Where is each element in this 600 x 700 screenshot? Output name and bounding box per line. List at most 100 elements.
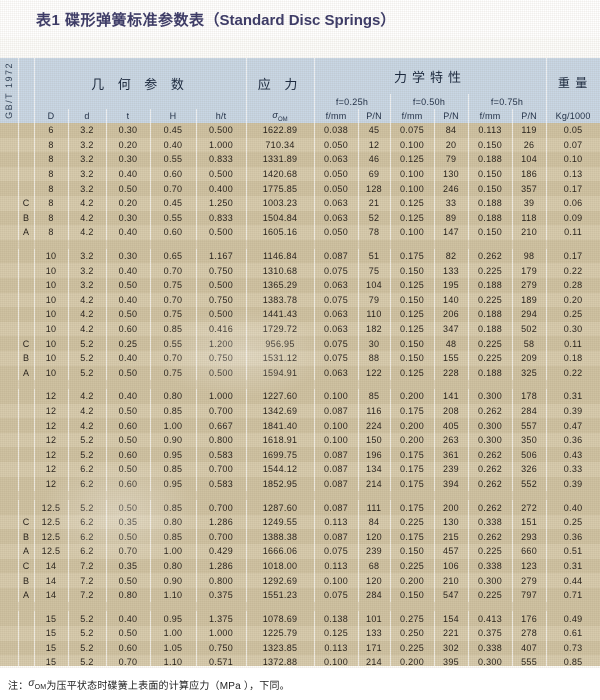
cell-group (18, 640, 35, 656)
cell-d: 4.2 (68, 307, 107, 322)
cell-p-050h: 147 (434, 225, 469, 240)
standard-spacer-cell (0, 248, 19, 264)
cell-t: 0.70 (106, 544, 151, 559)
table-row: A 10 5.2 0.50 0.75 0.500 1594.91 0.063 122 0.125 2… (0, 365, 600, 381)
cell-t: 0.30 (106, 152, 151, 167)
cell-p-050h: 394 (434, 476, 469, 492)
cell-f-050h: 0.175 (390, 500, 435, 515)
cell-d: 4.2 (68, 418, 107, 433)
cell-h-t: 0.500 (196, 277, 247, 293)
cell-f-075h: 0.113 (468, 123, 513, 138)
cell-sigma: 1420.68 (246, 166, 315, 182)
cell-f-025h: 0.075 (314, 292, 359, 308)
cell-p-025h: 196 (358, 447, 391, 463)
cell-group: B (18, 529, 35, 545)
cell-p-050h: 215 (434, 529, 469, 545)
header-unit-row: D d t H h/t σOM f/mm P/N f/mm P/N f/mm P… (0, 109, 600, 123)
cell-f-025h: 0.087 (314, 447, 359, 463)
cell-f-075h: 0.150 (468, 166, 513, 182)
cell-f-025h: 0.075 (314, 544, 359, 559)
cell-D: 12 (34, 447, 69, 463)
cell-H: 0.85 (150, 403, 197, 419)
table-row: 12 4.2 0.40 0.80 1.000 1227.60 0.100 85 0.200 141… (0, 389, 600, 404)
cell-sigma: 1365.29 (246, 277, 315, 293)
header-loadcase-1: f=0.25h (314, 94, 391, 109)
cell-D: 10 (34, 292, 69, 308)
cell-f-050h: 0.075 (390, 123, 435, 138)
separator-cell (390, 239, 435, 249)
cell-p-025h: 214 (358, 655, 391, 666)
cell-D: 10 (34, 277, 69, 293)
cell-weight: 0.22 (546, 263, 600, 278)
standard-spacer-cell (0, 225, 19, 240)
cell-p-050h: 395 (434, 655, 469, 666)
cell-d: 7.2 (68, 587, 107, 603)
cell-f-025h: 0.063 (314, 321, 359, 337)
cell-weight: 0.11 (546, 336, 600, 351)
cell-h-t: 0.750 (196, 640, 247, 656)
cell-f-075h: 0.225 (468, 292, 513, 308)
cell-f-075h: 0.413 (468, 611, 513, 626)
separator-cell (314, 602, 359, 612)
cell-p-050h: 221 (434, 626, 469, 641)
cell-f-025h: 0.125 (314, 626, 359, 641)
cell-t: 0.30 (106, 210, 151, 226)
table-row: A 14 7.2 0.80 1.10 0.375 1551.23 0.075 284 0.150 5… (0, 587, 600, 603)
cell-p-025h: 30 (358, 336, 391, 351)
cell-D: 10 (34, 336, 69, 351)
cell-f-050h: 0.275 (390, 611, 435, 626)
table-row: 10 4.2 0.40 0.70 0.750 1383.78 0.075 79 0.150 140… (0, 292, 600, 308)
cell-t: 0.80 (106, 587, 151, 603)
cell-D: 12 (34, 476, 69, 492)
cell-weight: 0.09 (546, 210, 600, 226)
cell-p-050h: 154 (434, 611, 469, 626)
cell-H: 0.45 (150, 195, 197, 211)
cell-f-050h: 0.250 (390, 626, 435, 641)
separator-cell (512, 491, 547, 501)
header-col-f2: f/mm (390, 109, 435, 123)
cell-weight: 0.31 (546, 558, 600, 574)
standard-spacer-cell (0, 418, 19, 433)
separator-cell (150, 239, 197, 249)
standard-spacer-cell (0, 626, 19, 641)
cell-f-075h: 0.262 (468, 462, 513, 477)
header-col-ht: h/t (196, 109, 247, 123)
cell-group (18, 123, 35, 138)
standard-spacer-cell (0, 181, 19, 196)
cell-t: 0.35 (106, 514, 151, 530)
cell-h-t: 1.000 (196, 626, 247, 641)
cell-f-075h: 0.188 (468, 195, 513, 211)
cell-H: 0.75 (150, 277, 197, 293)
separator-cell (468, 602, 513, 612)
cell-f-050h: 0.125 (390, 277, 435, 293)
sigma-subscript: OM (278, 116, 288, 123)
cell-f-075h: 0.188 (468, 321, 513, 337)
cell-f-050h: 0.125 (390, 307, 435, 322)
cell-f-050h: 0.125 (390, 365, 435, 381)
cell-H: 0.70 (150, 263, 197, 278)
cell-H: 0.85 (150, 321, 197, 337)
cell-D: 12 (34, 403, 69, 419)
cell-t: 0.70 (106, 655, 151, 666)
cell-t: 0.50 (106, 307, 151, 322)
cell-h-t: 0.667 (196, 418, 247, 433)
cell-sigma: 1388.38 (246, 529, 315, 545)
cell-weight: 0.49 (546, 611, 600, 626)
cell-H: 0.70 (150, 350, 197, 366)
header-col-weight-unit: Kg/1000 (546, 109, 600, 123)
cell-h-t: 0.400 (196, 181, 247, 196)
table-row: B 8 4.2 0.30 0.55 0.833 1504.84 0.063 52 0.125 89 0… (0, 210, 600, 226)
cell-p-025h: 75 (358, 263, 391, 278)
cell-D: 12 (34, 389, 69, 404)
cell-D: 10 (34, 350, 69, 366)
cell-weight: 0.51 (546, 544, 600, 559)
cell-t: 0.20 (106, 195, 151, 211)
cell-f-075h: 0.300 (468, 655, 513, 666)
cell-sigma: 1775.85 (246, 181, 315, 196)
cell-d: 3.2 (68, 277, 107, 293)
cell-f-075h: 0.262 (468, 529, 513, 545)
cell-H: 0.85 (150, 529, 197, 545)
standard-spacer-cell (0, 321, 19, 337)
cell-h-t: 0.700 (196, 462, 247, 477)
table-row: 8 3.2 0.30 0.55 0.833 1331.89 0.063 46 0.125 79 0.… (0, 152, 600, 167)
